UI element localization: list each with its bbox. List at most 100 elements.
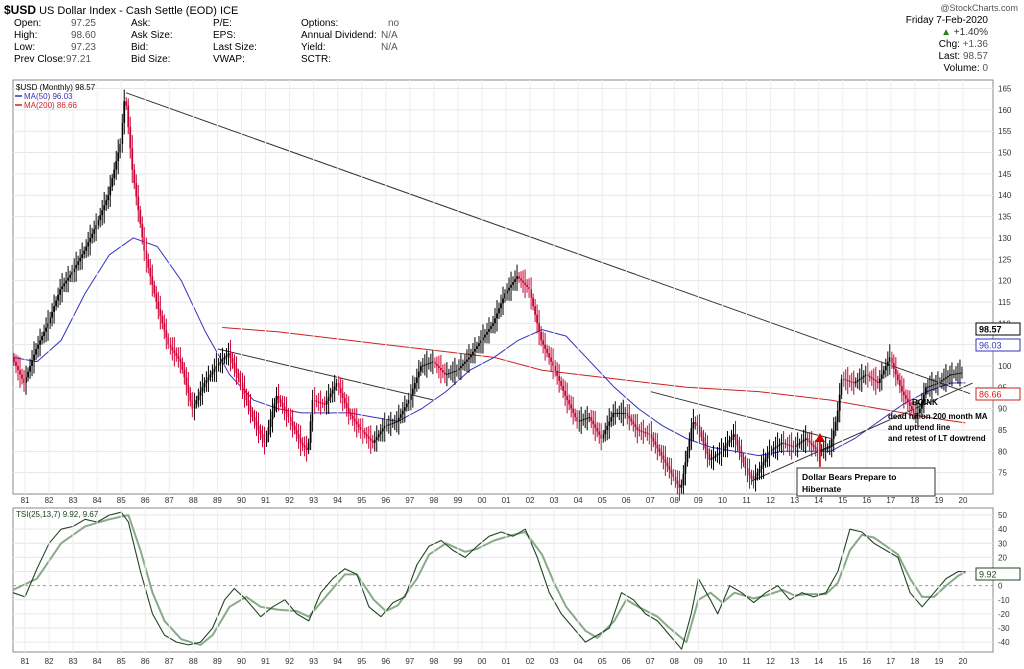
price-bar-body: [644, 432, 647, 434]
annotation-box: [796, 467, 936, 497]
x-tick-label: 09: [694, 496, 703, 505]
price-bar-body: [878, 378, 881, 384]
x-tick-label: 98: [429, 496, 438, 505]
price-bar-body: [530, 289, 532, 298]
price-bar-body: [698, 425, 701, 432]
annotations: BOINK dead hit on 200 month MA and uptre…: [796, 398, 988, 497]
up-arrow-icon: ▲: [941, 27, 952, 38]
price-bar-body: [760, 465, 763, 470]
x-tick-label: 98: [429, 657, 438, 666]
price-bar-body: [664, 459, 667, 463]
price-bar-body: [291, 421, 294, 426]
price-bar-body: [71, 272, 74, 275]
price-bar-body: [734, 434, 737, 440]
price-bar-body: [417, 371, 420, 378]
price-bar-body: [620, 412, 623, 414]
price-bar-body: [103, 205, 106, 211]
price-bar-body: [175, 353, 178, 356]
price-bar-body: [93, 229, 96, 234]
price-bar-body: [197, 395, 200, 401]
price-bar-body: [448, 373, 450, 375]
x-tick-label: 02: [526, 657, 535, 666]
value-prev-close: 97.21: [66, 54, 92, 65]
price-bar-body: [325, 400, 328, 405]
x-tick-label: 00: [478, 496, 487, 505]
price-bar-body: [245, 394, 248, 401]
tsi-tick-label: -40: [998, 638, 1010, 647]
quote-date: Friday 7-Feb-2020: [905, 15, 988, 26]
price-bar-body: [654, 441, 657, 445]
legend-price: $USD (Monthly) 98.57: [16, 83, 96, 92]
price-bar-body: [636, 427, 639, 430]
price-tick-label: 120: [998, 277, 1012, 286]
price-bar-body: [51, 311, 53, 318]
price-bar-body: [105, 200, 108, 206]
price-bar-body: [922, 394, 925, 402]
price-bar-body: [305, 447, 308, 450]
price-bar-body: [157, 301, 160, 310]
price-bar-body: [133, 169, 136, 184]
tsi-tick-label: 20: [998, 553, 1007, 562]
price-bar-body: [75, 264, 78, 269]
price-bar-body: [572, 408, 575, 413]
price-bar-body: [435, 363, 438, 366]
value-yield: N/A: [381, 42, 398, 53]
price-bar-body: [598, 431, 601, 435]
tag-tsi: 9.92: [979, 570, 997, 580]
tsi-tick-label: 40: [998, 525, 1007, 534]
price-bar-body: [782, 442, 785, 444]
price-legend: $USD (Monthly) 98.57 MA(50) 96.03 MA(200…: [15, 83, 96, 110]
price-bar-body: [957, 373, 959, 375]
price-bar-body: [953, 373, 955, 375]
price-bar-body: [339, 388, 342, 393]
price-bar-body: [379, 431, 382, 435]
price-bar-body: [778, 444, 781, 446]
price-bar-body: [225, 355, 228, 358]
price-bar-body: [490, 326, 492, 329]
price-bar-body: [131, 148, 134, 170]
price-bar-body: [600, 434, 603, 439]
x-tick-label: 18: [910, 657, 919, 666]
x-tick-label: 82: [45, 496, 54, 505]
price-bar-body: [914, 412, 917, 414]
ma200-line: [222, 327, 966, 424]
price-bar-body: [712, 457, 715, 459]
price-bar-body: [588, 417, 591, 419]
x-tick-label: 16: [862, 496, 871, 505]
price-tick-label: 80: [998, 447, 1007, 456]
price-bar-body: [650, 434, 653, 438]
price-bar-body: [321, 402, 324, 404]
trendline: [650, 391, 831, 439]
x-tick-label: 94: [333, 657, 342, 666]
x-tick-label: 95: [357, 657, 366, 666]
x-tick-label: 17: [886, 657, 895, 666]
x-tick-label: 92: [285, 657, 294, 666]
x-tick-label: 11: [742, 496, 751, 505]
x-tick-label: 97: [405, 496, 414, 505]
price-bar-body: [844, 379, 847, 381]
tag-ma50: 96.03: [979, 341, 1002, 351]
price-bar-body: [125, 101, 128, 106]
legend-tsi: TSI(25,13,7) 9.92, 9.67: [16, 510, 99, 519]
price-bar-body: [802, 439, 805, 442]
tsi-signal-line: [12, 514, 966, 646]
price-bar-body: [606, 425, 609, 430]
price-bar-body: [630, 418, 633, 422]
x-tick-label: 14: [814, 496, 823, 505]
label-ask: Ask:: [131, 18, 151, 29]
price-bar-body: [307, 442, 310, 450]
price-bar-body: [79, 257, 82, 262]
value-high: 98.60: [70, 30, 96, 41]
price-y-axis: 7580859095100105110115120125130135140145…: [998, 85, 1012, 478]
price-tick-label: 150: [998, 149, 1012, 158]
price-bar-body: [820, 449, 823, 451]
price-bar-body: [31, 360, 33, 366]
price-bar-body: [720, 451, 723, 453]
price-bar-body: [908, 402, 911, 406]
price-bar-body: [640, 430, 643, 432]
price-bar-body: [876, 381, 879, 384]
label-ask-size: Ask Size:: [131, 30, 173, 41]
label-pe: P/E:: [213, 18, 232, 29]
x-tick-label: 20: [959, 657, 968, 666]
price-bar-body: [756, 472, 759, 477]
